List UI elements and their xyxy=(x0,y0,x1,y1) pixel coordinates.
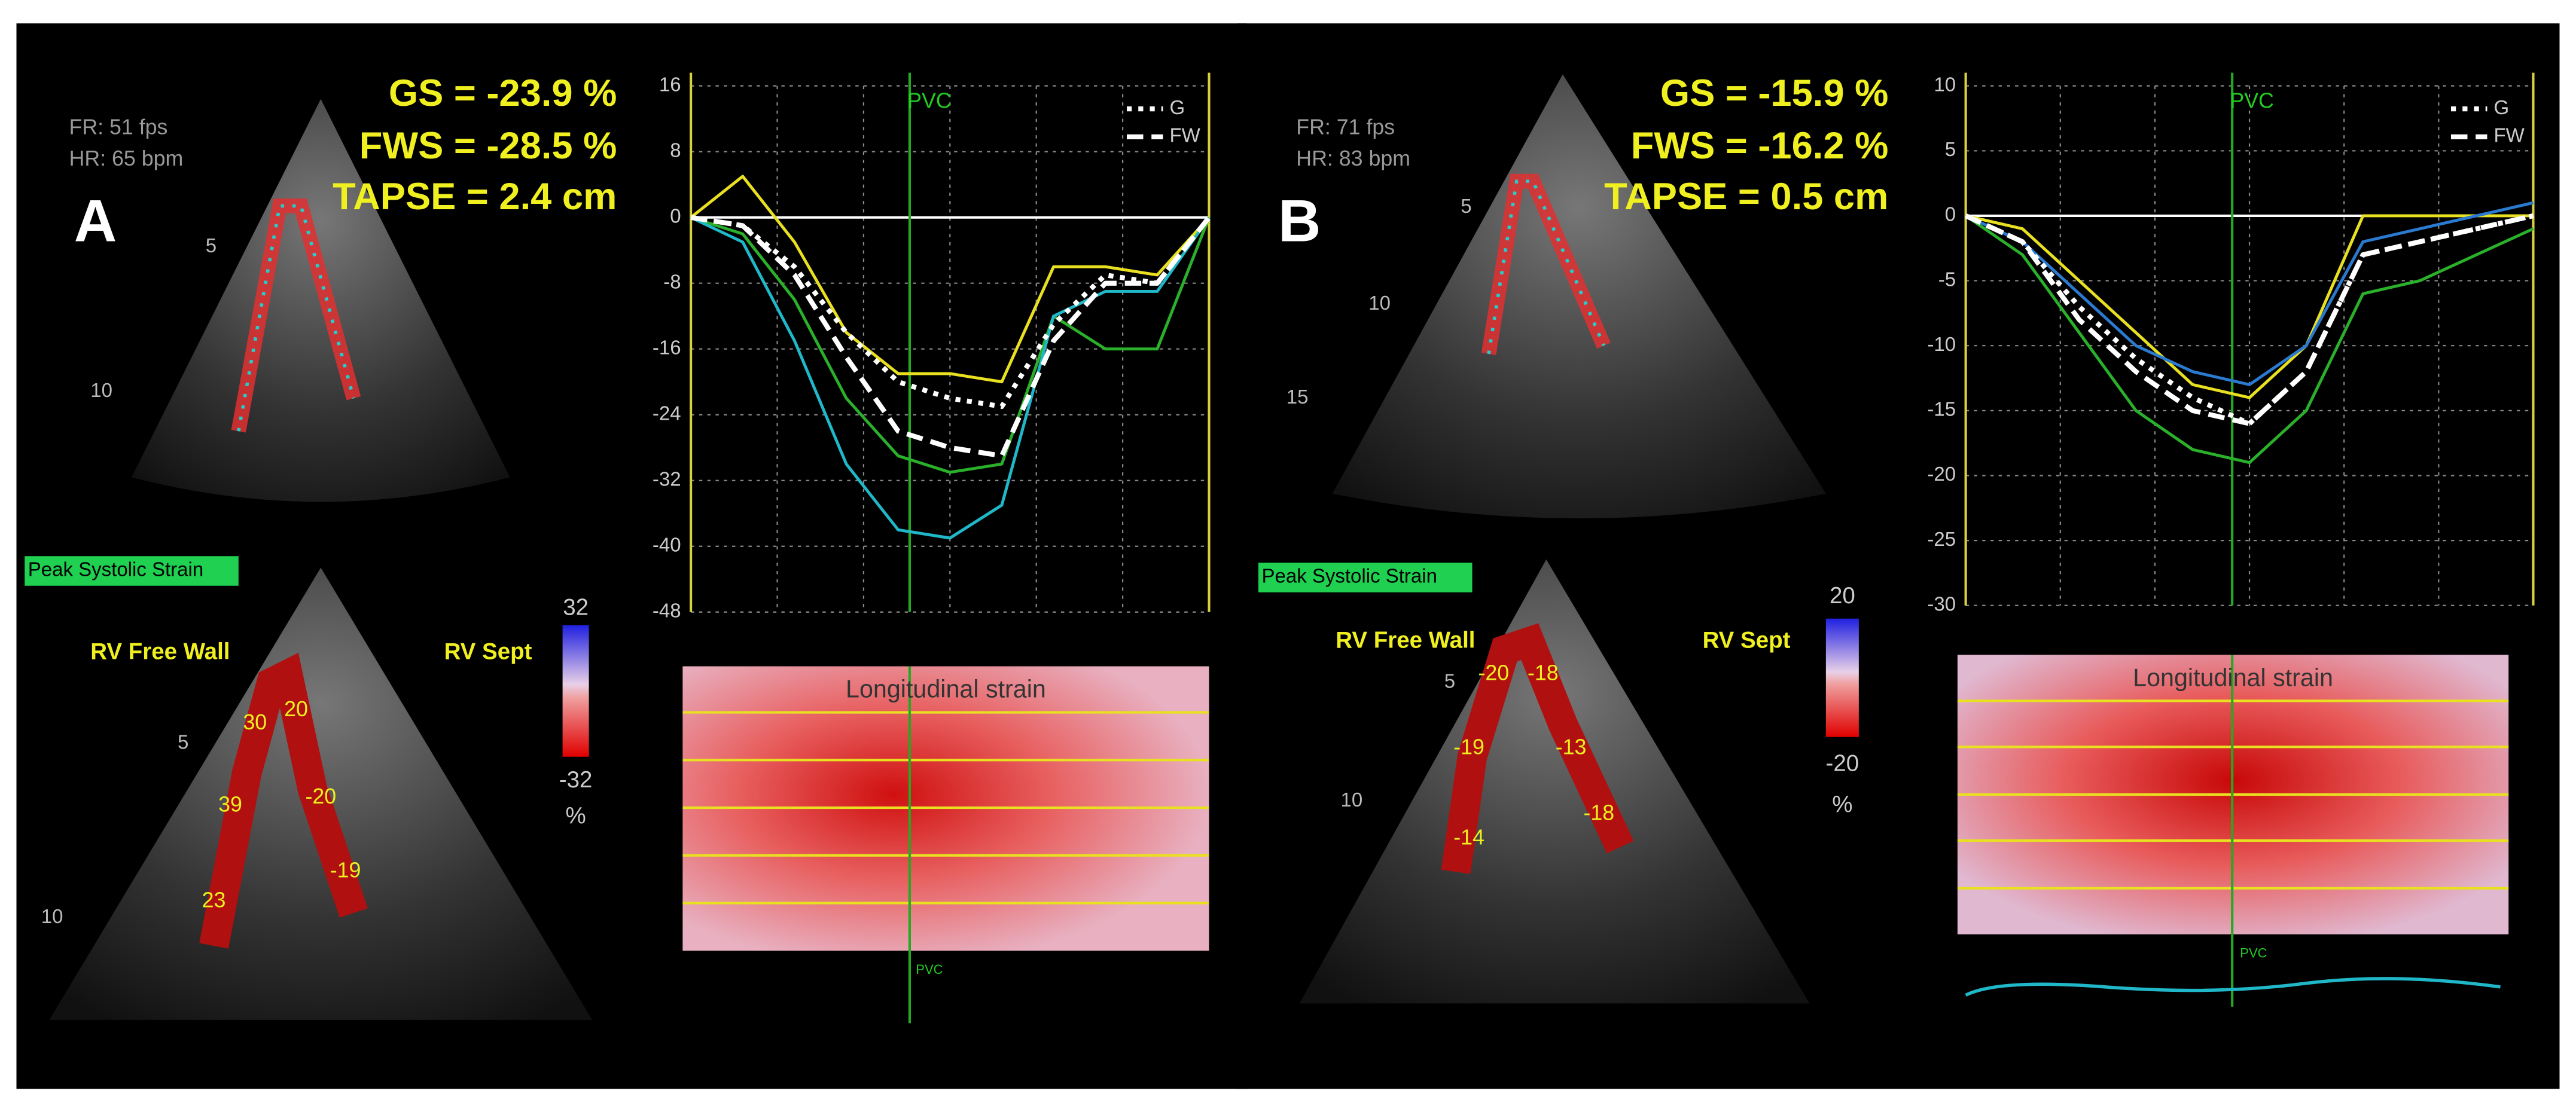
colorbar-min: -20 xyxy=(1826,751,1859,777)
echo-image xyxy=(1299,559,1810,1004)
y-tick-label: -16 xyxy=(653,336,681,358)
segment-strain: -18 xyxy=(1528,661,1559,685)
colorbar-min: -32 xyxy=(559,767,593,793)
wall-label: RV Free Wall xyxy=(90,639,230,665)
segment-strain: 23 xyxy=(202,888,226,912)
y-tick-label: 8 xyxy=(670,139,681,161)
legend-label: G xyxy=(2493,96,2509,118)
segment-strain: -20 xyxy=(1478,661,1509,685)
strain-summary: GS = -15.9 % xyxy=(1660,72,1888,114)
segment-strain: -20 xyxy=(305,784,336,808)
map-title: Longitudinal strain xyxy=(2133,664,2333,691)
peak-label-box xyxy=(25,556,239,586)
series-line xyxy=(690,216,1211,540)
series-line xyxy=(1965,214,2534,399)
segment-strain: -19 xyxy=(330,859,361,882)
colorbar-max: 20 xyxy=(1830,583,1855,609)
depth-label: 5 xyxy=(1444,670,1455,692)
segment-strain: -18 xyxy=(1583,801,1614,824)
wall-label: RV Sept xyxy=(444,639,532,665)
strain-summary: FWS = -16.2 % xyxy=(1631,125,1889,167)
y-tick-label: -8 xyxy=(663,270,681,292)
series-line xyxy=(690,216,1211,474)
segment-strain: -14 xyxy=(1453,826,1484,850)
y-tick-label: 0 xyxy=(1945,203,1956,225)
wall-label: RV Sept xyxy=(1703,627,1791,653)
y-tick-label: -40 xyxy=(653,533,681,555)
map-marker: PVC xyxy=(916,962,943,977)
legend-label: G xyxy=(1169,96,1185,118)
depth-label: 10 xyxy=(41,905,63,927)
y-tick-label: -5 xyxy=(1938,268,1956,290)
y-tick-label: 5 xyxy=(1945,138,1956,160)
colorbar xyxy=(562,625,589,757)
y-tick-label: 10 xyxy=(1934,73,1956,95)
frame-rate: FR: 71 fps xyxy=(1296,115,1395,139)
heart-rate: HR: 83 bpm xyxy=(1296,146,1410,170)
segment-strip xyxy=(1441,623,1634,874)
y-tick-label: -32 xyxy=(653,468,681,490)
depth-label: 5 xyxy=(206,234,217,256)
y-tick-label: -20 xyxy=(1927,463,1956,485)
strain-summary: TAPSE = 2.4 cm xyxy=(333,176,617,218)
segment-strain: 30 xyxy=(243,710,267,734)
y-tick-label: -24 xyxy=(653,402,681,424)
strain-summary: GS = -23.9 % xyxy=(389,72,617,114)
legend-label: FW xyxy=(1169,124,1200,146)
colorbar xyxy=(1825,618,1859,737)
segment-strain: -13 xyxy=(1556,735,1587,759)
colorbar-unit: % xyxy=(1832,792,1852,817)
y-tick-label: 16 xyxy=(659,73,681,95)
tracking-region xyxy=(1481,173,1611,355)
segment-strain: 39 xyxy=(218,793,242,817)
divider xyxy=(1237,23,1247,1089)
peak-label-box xyxy=(1258,563,1473,592)
y-tick-label: -25 xyxy=(1927,528,1956,550)
frame-rate: FR: 51 fps xyxy=(69,115,168,139)
depth-label: 5 xyxy=(178,731,188,753)
series-line xyxy=(1965,201,2534,386)
depth-label: 15 xyxy=(1287,386,1309,408)
y-tick-label: -30 xyxy=(1927,592,1956,615)
wall-label: RV Free Wall xyxy=(1336,627,1475,653)
annotation: PVC xyxy=(2230,89,2274,113)
series-line xyxy=(1964,213,2534,426)
series-line xyxy=(690,215,1211,410)
y-tick-label: 0 xyxy=(670,204,681,227)
colorbar-max: 32 xyxy=(563,594,589,620)
segment-strain: 20 xyxy=(284,697,308,721)
tracking-region xyxy=(231,198,361,433)
strain-summary: FWS = -28.5 % xyxy=(359,125,617,167)
colorbar-unit: % xyxy=(565,804,586,829)
strain-summary: TAPSE = 0.5 cm xyxy=(1604,176,1888,218)
plot-area xyxy=(1965,85,2534,606)
panel-label: A xyxy=(74,188,117,254)
peak-label: Peak Systolic Strain xyxy=(28,558,203,581)
map-marker: PVC xyxy=(2240,946,2267,961)
depth-label: 5 xyxy=(1461,195,1471,217)
depth-label: 10 xyxy=(90,379,112,401)
heart-rate: HR: 65 bpm xyxy=(69,146,184,170)
y-tick-label: -15 xyxy=(1927,398,1956,420)
segment-strip xyxy=(199,652,368,949)
series-line xyxy=(1964,213,2534,426)
map-title: Longitudinal strain xyxy=(846,676,1046,703)
depth-label: 10 xyxy=(1341,789,1363,811)
y-tick-label: -10 xyxy=(1927,333,1956,355)
series-line xyxy=(1965,214,2534,465)
depth-label: 10 xyxy=(1368,292,1391,314)
series-line xyxy=(690,175,1211,384)
segment-strain: -19 xyxy=(1453,735,1484,759)
series-line xyxy=(690,215,1211,459)
legend-label: FW xyxy=(2493,124,2525,146)
ecg-trace xyxy=(1965,977,2501,997)
annotation: PVC xyxy=(907,89,952,113)
peak-label: Peak Systolic Strain xyxy=(1261,565,1437,587)
panel-label: B xyxy=(1278,188,1321,254)
y-tick-label: -48 xyxy=(653,599,681,621)
